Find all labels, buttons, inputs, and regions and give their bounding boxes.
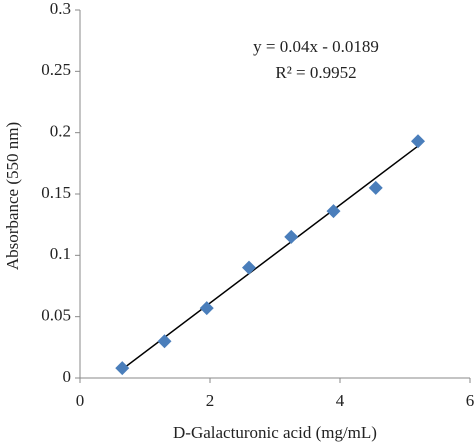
point	[368, 180, 383, 195]
trend-r-squared: R² = 0.9952	[275, 63, 356, 82]
y-tick-label: 0.15	[41, 183, 71, 202]
trendline	[121, 145, 419, 370]
trend-equation: y = 0.04x - 0.0189	[253, 37, 379, 56]
point	[411, 134, 425, 149]
x-tick-label: 0	[76, 391, 85, 410]
y-tick-label: 0.05	[41, 306, 71, 325]
x-tick-label: 6	[466, 391, 474, 410]
x-axis-label: D-Galacturonic acid (mg/mL)	[173, 423, 377, 442]
point	[326, 204, 341, 219]
x-tick-label: 4	[336, 391, 345, 410]
y-axis-label: Absorbance (550 nm)	[3, 122, 22, 270]
x-tick-label: 2	[206, 391, 215, 410]
y-tick-label: 0.2	[50, 122, 71, 141]
point	[115, 361, 130, 376]
point	[284, 229, 299, 244]
point	[242, 260, 256, 275]
y-tick-label: 0	[63, 367, 72, 386]
point	[157, 334, 172, 349]
y-tick-label: 0.3	[50, 0, 71, 18]
y-tick-label: 0.25	[41, 60, 71, 79]
point	[199, 301, 214, 316]
y-tick-label: 0.1	[50, 244, 71, 263]
